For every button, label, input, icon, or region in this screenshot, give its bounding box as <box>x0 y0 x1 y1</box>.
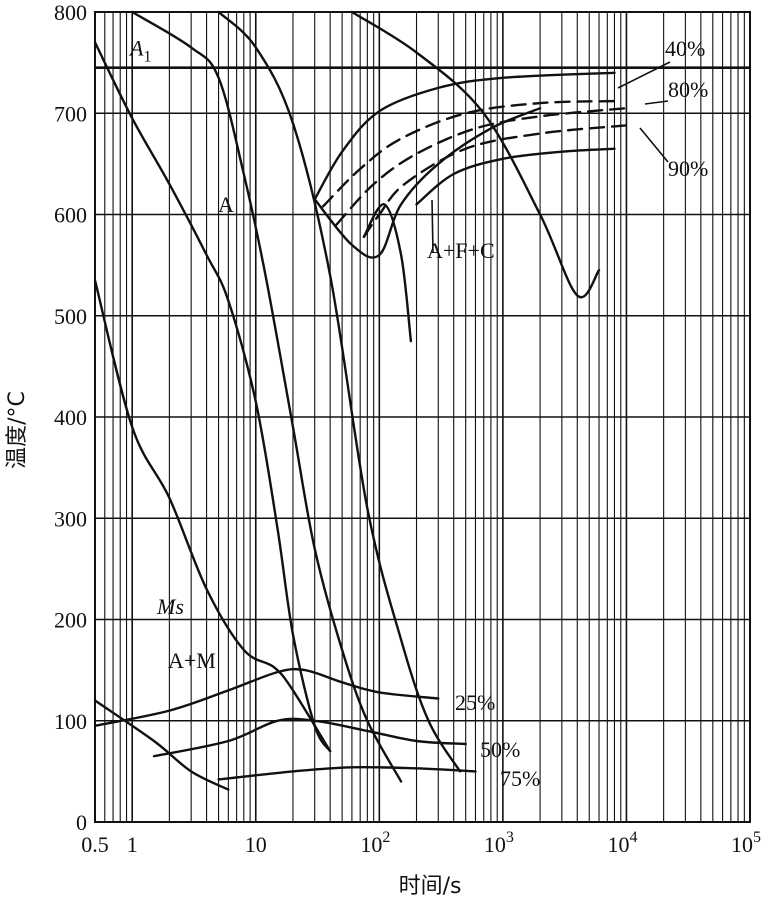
x-tick-label: 105 <box>731 829 761 857</box>
x-tick-label: 10 <box>245 832 267 857</box>
percent-label: 75% <box>500 766 540 791</box>
y-tick-label: 100 <box>54 709 87 734</box>
y-tick-label: 400 <box>54 405 87 430</box>
annotation-label: 80% <box>668 77 708 102</box>
x-tick-base: 10 <box>360 832 382 857</box>
x-tick-exponent: 2 <box>382 829 390 846</box>
cooling-curve <box>313 107 542 259</box>
a1-label-main: A <box>128 36 144 61</box>
annotation-label: 90% <box>668 156 708 181</box>
a1-label: A1 <box>128 36 151 66</box>
annotation-leader <box>644 100 669 105</box>
x-tick-base: 10 <box>484 832 506 857</box>
annotation-label: A+F+C <box>427 238 495 263</box>
x-tick-label: 1 <box>127 832 138 857</box>
y-tick-label: 600 <box>54 203 87 228</box>
annotation-label: 40% <box>665 36 705 61</box>
x-tick-label: 104 <box>607 829 637 857</box>
martensite-curve <box>93 699 230 791</box>
x-tick-exponent: 4 <box>629 829 637 846</box>
a1-label-sub: 1 <box>143 49 151 66</box>
cooling-curve <box>415 147 616 206</box>
annotation-label: Ms <box>156 594 184 619</box>
annotation-leader <box>431 199 434 254</box>
cooling-curve <box>362 124 628 238</box>
x-tick-exponent: 5 <box>753 829 761 846</box>
y-tick-label: 500 <box>54 304 87 329</box>
y-tick-label: 800 <box>54 0 87 25</box>
x-tick-label: 102 <box>360 829 390 857</box>
x-tick-label: 0.5 <box>81 832 109 857</box>
percent-label: 25% <box>455 690 495 715</box>
martensite-curve <box>152 717 467 758</box>
y-tick-label: 700 <box>54 101 87 126</box>
x-tick-base: 10 <box>731 832 753 857</box>
annotation-label: A <box>218 192 234 217</box>
y-tick-label: 200 <box>54 608 87 633</box>
plot-border <box>94 11 751 823</box>
cooling-curve <box>313 71 616 201</box>
curves <box>93 10 628 791</box>
cooling-curve <box>93 279 332 753</box>
cooling-curve <box>321 99 616 208</box>
plot-frame <box>94 11 751 823</box>
cooling-curve <box>362 203 413 343</box>
x-tick-base: 10 <box>607 832 629 857</box>
x-axis-title: 时间/s <box>399 874 462 899</box>
y-tick-label: 300 <box>54 506 87 531</box>
x-tick-exponent: 3 <box>506 829 514 846</box>
cooling-curve <box>217 10 462 773</box>
annotation-leader <box>639 127 669 163</box>
x-tick-label: 103 <box>484 829 514 857</box>
cooling-curve <box>131 10 403 783</box>
grid-lines <box>94 11 750 823</box>
percent-label: 50% <box>480 737 520 762</box>
y-axis-title: 温度/°C <box>5 391 30 469</box>
annotation-leader <box>617 61 671 89</box>
y-tick-label: 0 <box>76 810 87 835</box>
annotation-label: A+M <box>168 648 216 673</box>
martensite-curve <box>217 765 477 781</box>
martensite-curve <box>93 667 440 727</box>
cooling-curve <box>335 107 628 226</box>
cooling-curve <box>93 41 332 753</box>
